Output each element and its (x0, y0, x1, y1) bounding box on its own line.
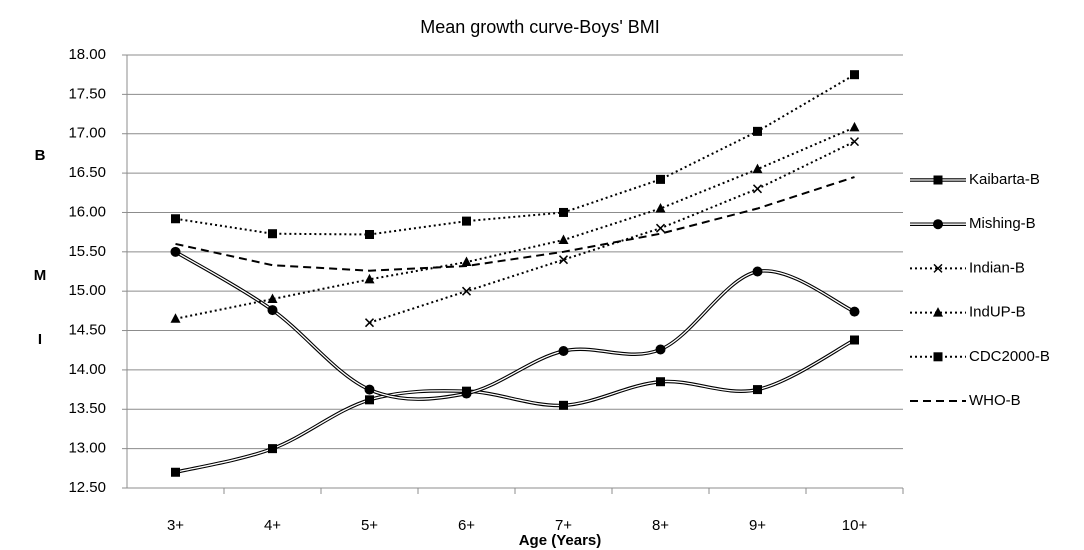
marker (933, 307, 943, 317)
x-tick-label: 9+ (749, 517, 766, 534)
y-tick-label: 16.00 (68, 203, 106, 220)
marker (752, 163, 763, 174)
series-line-inner (175, 339, 855, 473)
legend-label: CDC2000-B (969, 348, 1050, 365)
marker (267, 293, 278, 304)
marker (933, 263, 943, 273)
marker (365, 395, 374, 405)
marker (170, 246, 181, 257)
series-line-inner (175, 251, 855, 400)
marker (461, 256, 472, 267)
marker (268, 229, 277, 239)
x-tick-label: 5+ (361, 517, 378, 534)
y-axis-label: I (38, 331, 42, 348)
y-tick-label: 15.50 (68, 243, 106, 260)
marker (850, 335, 859, 345)
y-tick-label: 13.50 (68, 400, 106, 417)
series-line (175, 73, 856, 236)
y-axis-label: B (35, 147, 46, 164)
marker (656, 377, 665, 387)
marker (461, 388, 472, 399)
series-line (369, 140, 855, 324)
marker (268, 444, 277, 454)
marker (655, 344, 666, 355)
marker (933, 352, 943, 362)
marker (752, 184, 763, 194)
x-tick-label: 3+ (167, 517, 184, 534)
marker (559, 400, 568, 410)
marker (849, 137, 860, 147)
x-tick-label: 6+ (458, 517, 475, 534)
chart-title: Mean growth curve-Boys' BMI (420, 17, 660, 37)
legend-label: WHO-B (969, 392, 1021, 409)
y-axis-label: M (34, 267, 47, 284)
legend-label: Indian-B (969, 259, 1025, 276)
marker (850, 70, 859, 80)
series-line (175, 126, 855, 320)
marker (559, 207, 568, 217)
marker (933, 219, 943, 230)
marker (558, 255, 569, 265)
legend-label: Kaibarta-B (969, 171, 1040, 188)
x-axis-label: Age (Years) (519, 532, 602, 549)
marker (753, 126, 762, 136)
marker (364, 384, 375, 395)
y-tick-label: 14.00 (68, 361, 106, 378)
marker (558, 234, 569, 245)
y-tick-label: 14.50 (68, 322, 106, 339)
y-tick-label: 18.00 (68, 46, 106, 63)
marker (849, 306, 860, 317)
marker (364, 318, 375, 328)
marker (171, 467, 180, 477)
y-tick-label: 12.50 (68, 479, 106, 496)
marker (655, 223, 666, 233)
y-tick-label: 17.00 (68, 125, 106, 142)
x-tick-label: 4+ (264, 517, 281, 534)
marker (656, 174, 665, 184)
x-tick-label: 8+ (652, 517, 669, 534)
series-line (175, 176, 855, 272)
series-line (175, 338, 856, 474)
marker (558, 346, 569, 357)
series-line (174, 250, 856, 401)
marker (170, 313, 181, 323)
y-tick-label: 16.50 (68, 164, 106, 181)
marker (753, 385, 762, 395)
y-tick-label: 15.00 (68, 282, 106, 299)
marker (849, 121, 860, 132)
marker (462, 216, 471, 226)
marker (461, 286, 472, 296)
x-tick-label: 10+ (842, 517, 868, 534)
marker (655, 203, 666, 213)
y-tick-label: 17.50 (68, 85, 106, 102)
legend-label: IndUP-B (969, 304, 1026, 321)
x-tick-label: 7+ (555, 517, 572, 534)
y-tick-label: 13.00 (68, 440, 106, 457)
marker (365, 229, 374, 239)
marker (933, 175, 943, 185)
legend-label: Mishing-B (969, 215, 1036, 232)
marker (267, 305, 278, 316)
marker (364, 273, 375, 284)
marker (171, 214, 180, 224)
marker (752, 266, 763, 277)
